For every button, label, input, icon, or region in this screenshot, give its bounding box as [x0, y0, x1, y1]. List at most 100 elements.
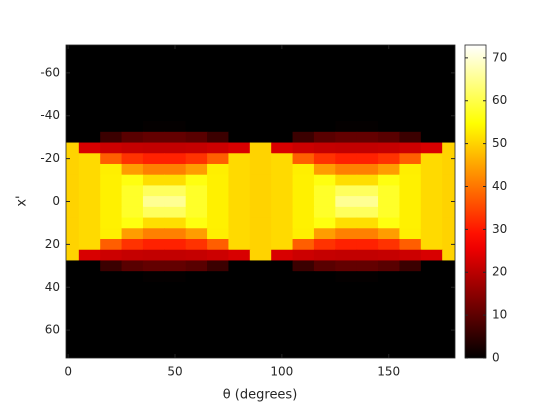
- heatmap-cell: [420, 249, 443, 262]
- heatmap-cell: [100, 303, 123, 315]
- heatmap-cell: [292, 78, 315, 90]
- heatmap-cell: [100, 67, 123, 79]
- heatmap-cell: [356, 67, 379, 79]
- heatmap-cell: [78, 110, 101, 122]
- heatmap-cell: [207, 78, 230, 90]
- heatmap-cell: [78, 335, 101, 347]
- heatmap-cell: [66, 206, 80, 219]
- heatmap-cell: [249, 56, 272, 69]
- heatmap-cell: [420, 260, 443, 272]
- heatmap-cell: [442, 78, 455, 90]
- heatmap-cell: [313, 249, 336, 262]
- heatmap-cell: [100, 56, 123, 69]
- heatmap-cell: [378, 110, 401, 122]
- heatmap-cell: [185, 99, 208, 111]
- y-axis-label: x': [15, 195, 30, 206]
- heatmap-cell: [185, 142, 208, 154]
- heatmap-cell: [271, 314, 294, 326]
- heatmap-cell: [78, 78, 101, 90]
- heatmap-cell: [66, 303, 80, 315]
- heatmap-cell: [185, 174, 208, 187]
- heatmap-cell: [185, 67, 208, 79]
- heatmap-cell: [335, 56, 358, 69]
- heatmap-cell: [420, 292, 443, 304]
- heatmap-cell: [228, 56, 251, 69]
- heatmap-cell: [313, 56, 336, 69]
- heatmap-cell: [335, 335, 358, 347]
- heatmap-cell: [142, 239, 165, 251]
- heatmap-cell: [335, 271, 358, 283]
- heatmap-cell: [228, 153, 251, 165]
- heatmap-cell: [100, 121, 123, 133]
- heatmap-cell: [356, 335, 379, 347]
- heatmap-cell: [164, 46, 187, 58]
- heatmap-cell: [442, 110, 455, 122]
- heatmap-cell: [399, 228, 422, 240]
- heatmap-cell: [78, 131, 101, 144]
- heatmap-cell: [420, 206, 443, 219]
- heatmap-cell: [228, 99, 251, 111]
- heatmap-cell: [335, 292, 358, 304]
- heatmap-cell: [249, 142, 272, 154]
- heatmap-cell: [292, 121, 315, 133]
- heatmap-cell: [78, 217, 101, 229]
- heatmap-cell: [313, 314, 336, 326]
- heatmap-cell: [420, 271, 443, 283]
- heatmap-cell: [66, 281, 80, 294]
- heatmap-cell: [164, 67, 187, 79]
- heatmap-cell: [121, 239, 144, 251]
- heatmap-cell: [335, 185, 358, 197]
- heatmap-cell: [185, 335, 208, 347]
- colorbar-tick-label: 60: [492, 93, 507, 107]
- heatmap-cell: [66, 99, 80, 111]
- heatmap-cell: [442, 335, 455, 347]
- heatmap-cell: [207, 292, 230, 304]
- heatmap-cell: [66, 314, 80, 326]
- heatmap-cell: [228, 217, 251, 229]
- heatmap-cell: [185, 88, 208, 101]
- heatmap-cell: [399, 121, 422, 133]
- heatmap-cell: [249, 121, 272, 133]
- heatmap-cell: [228, 324, 251, 337]
- heatmap-cell: [249, 239, 272, 251]
- heatmap-cell: [356, 196, 379, 208]
- heatmap-cell: [185, 249, 208, 262]
- heatmap-cell: [420, 217, 443, 229]
- heatmap-cell: [335, 153, 358, 165]
- heatmap-cell: [249, 260, 272, 272]
- x-tick-label: 100: [270, 365, 293, 379]
- heatmap-cell: [399, 142, 422, 154]
- heatmap-cell: [207, 185, 230, 197]
- heatmap-cell: [442, 163, 455, 176]
- heatmap-cell: [207, 153, 230, 165]
- heatmap-cell: [378, 99, 401, 111]
- heatmap-cell: [121, 281, 144, 294]
- heatmap-cell: [271, 196, 294, 208]
- heatmap-cell: [121, 78, 144, 90]
- heatmap-cell: [313, 206, 336, 219]
- heatmap-cell: [292, 239, 315, 251]
- heatmap-cell: [271, 174, 294, 187]
- heatmap-cell: [228, 46, 251, 58]
- x-axis-label: θ (degrees): [223, 388, 298, 403]
- heatmap-cell: [335, 324, 358, 337]
- heatmap-cell: [335, 303, 358, 315]
- heatmap-cell: [442, 67, 455, 79]
- heatmap-cell: [185, 163, 208, 176]
- heatmap-cell: [420, 56, 443, 69]
- heatmap-cell: [378, 163, 401, 176]
- heatmap-cell: [164, 131, 187, 144]
- heatmap-cell: [442, 260, 455, 272]
- heatmap-cell: [66, 239, 80, 251]
- colorbar: [464, 44, 487, 359]
- heatmap-cell: [121, 185, 144, 197]
- heatmap-cell: [378, 335, 401, 347]
- heatmap-cell: [66, 153, 80, 165]
- heatmap-cell: [420, 185, 443, 197]
- heatmap-cell: [228, 88, 251, 101]
- heatmap-cell: [335, 99, 358, 111]
- heatmap-cell: [164, 239, 187, 251]
- heatmap-cell: [100, 153, 123, 165]
- heatmap-cell: [66, 46, 80, 58]
- heatmap-cell: [313, 196, 336, 208]
